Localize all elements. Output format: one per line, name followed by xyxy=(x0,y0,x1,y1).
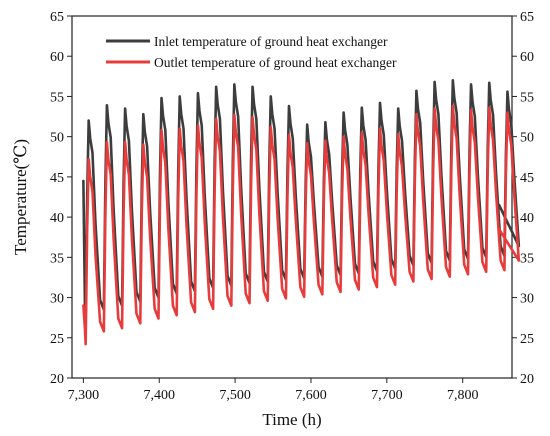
x-axis-title: Time (h) xyxy=(262,410,321,429)
y-tick-label-right: 45 xyxy=(520,171,534,186)
y-tick-label-right: 40 xyxy=(520,211,534,226)
y-tick-label-right: 20 xyxy=(520,372,534,387)
legend-label-outlet: Outlet temperature of ground heat exchan… xyxy=(154,55,397,70)
y-tick-label-right: 35 xyxy=(520,251,534,266)
y-tick-label: 50 xyxy=(50,131,64,146)
x-tick-label: 7,600 xyxy=(295,388,327,403)
y-axis-right: 20 25 30 35 40 45 50 55 60 65 xyxy=(512,10,534,387)
y-tick-label: 40 xyxy=(50,211,64,226)
y-tick-label-right: 30 xyxy=(520,292,534,307)
y-tick-label: 45 xyxy=(50,171,64,186)
x-tick-label: 7,700 xyxy=(371,388,403,403)
y-tick-label: 20 xyxy=(50,372,64,387)
y-tick-label-right: 55 xyxy=(520,90,534,105)
y-tick-label: 55 xyxy=(50,90,64,105)
series-line-outlet xyxy=(82,104,521,346)
x-tick-label: 7,500 xyxy=(219,388,251,403)
x-tick-label: 7,800 xyxy=(447,388,479,403)
y-axis-title: Temperature(℃) xyxy=(11,139,30,255)
y-tick-label-right: 50 xyxy=(520,131,534,146)
legend: Inlet temperature of ground heat exchang… xyxy=(106,34,397,70)
y-axis-left: 20 25 30 35 40 45 50 55 60 65 xyxy=(50,10,72,387)
series-layer xyxy=(82,79,521,346)
y-tick-label: 30 xyxy=(50,292,64,307)
x-tick-label: 7,300 xyxy=(68,388,100,403)
y-tick-label-right: 25 xyxy=(520,332,534,347)
legend-label-inlet: Inlet temperature of ground heat exchang… xyxy=(154,34,388,49)
y-tick-label: 60 xyxy=(50,50,64,65)
x-axis: 7,300 7,400 7,500 7,600 7,700 7,800 xyxy=(68,378,479,403)
y-tick-label-right: 65 xyxy=(520,10,534,25)
y-tick-label-right: 60 xyxy=(520,50,534,65)
x-tick-label: 7,400 xyxy=(143,388,175,403)
y-tick-label: 65 xyxy=(50,10,64,25)
plot-frame xyxy=(71,15,513,379)
y-tick-label: 25 xyxy=(50,332,64,347)
y-tick-label: 35 xyxy=(50,251,64,266)
